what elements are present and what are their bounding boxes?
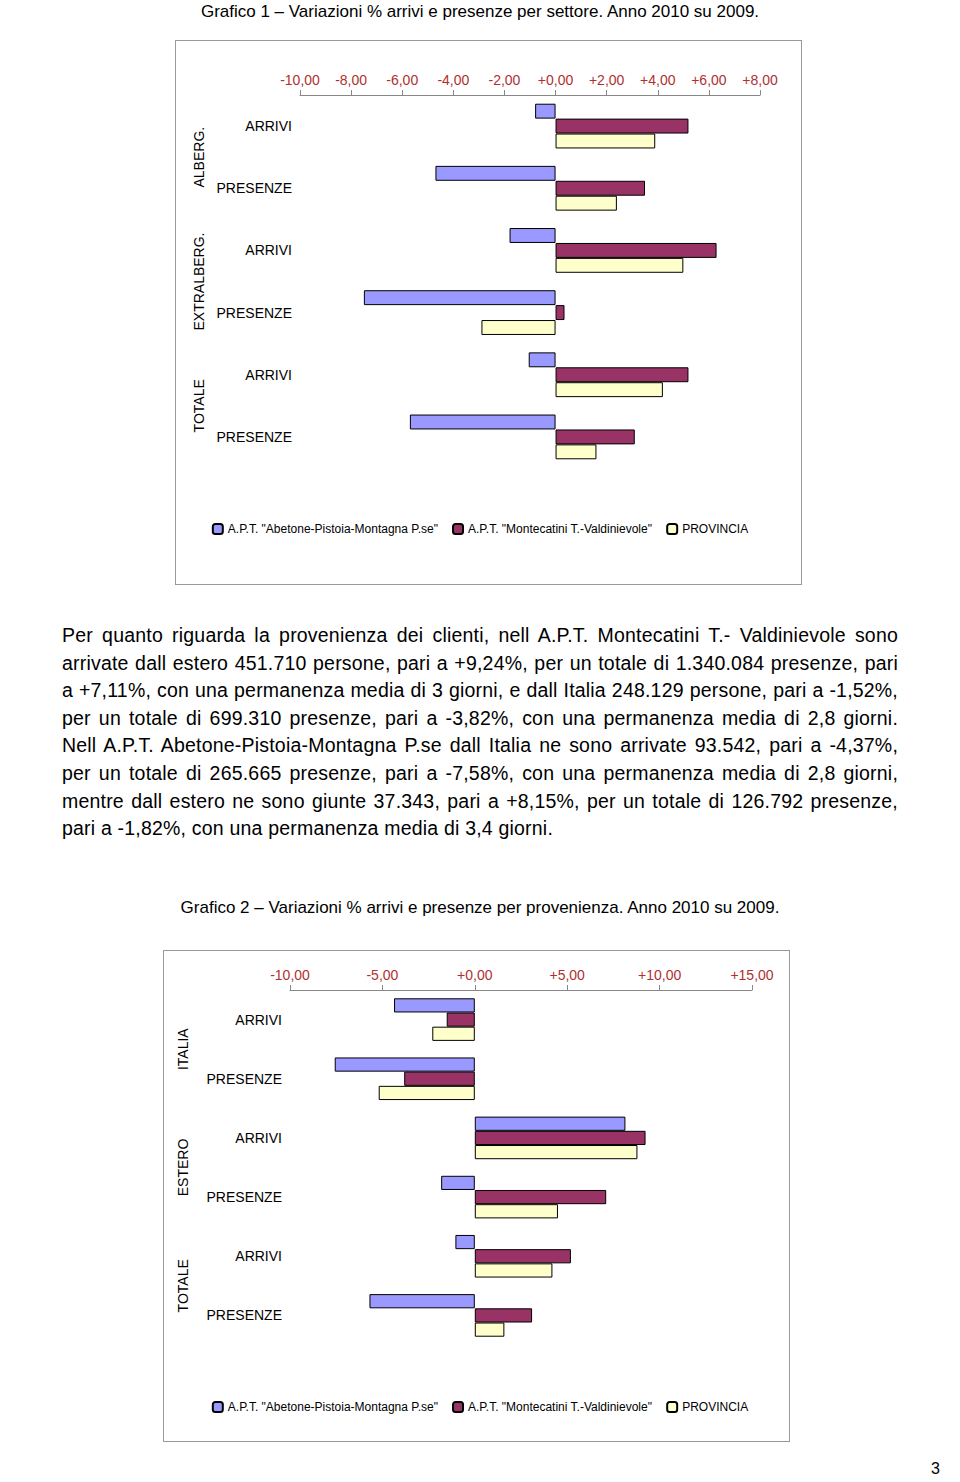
svg-text:ARRIVI: ARRIVI [245,367,292,383]
svg-text:+4,00: +4,00 [640,72,676,88]
svg-text:-10,00: -10,00 [270,967,310,983]
svg-text:ARRIVI: ARRIVI [245,118,292,134]
svg-text:+10,00: +10,00 [638,967,681,983]
svg-text:PRESENZE: PRESENZE [207,1189,282,1205]
svg-text:A.P.T. "Montecatini T.-Valdini: A.P.T. "Montecatini T.-Valdinievole" [468,522,652,536]
html-text:Per quanto riguarda la proveni: Per quanto riguarda la provenienza dei c… [62,624,898,840]
svg-text:+15,00: +15,00 [730,967,773,983]
svg-text:ARRIVI: ARRIVI [245,242,292,258]
svg-text:ALBERG.: ALBERG. [191,127,207,188]
svg-text:PRESENZE: PRESENZE [217,305,292,321]
svg-text:-10,00: -10,00 [280,72,320,88]
svg-text:TOTALE: TOTALE [191,379,207,432]
svg-text:-6,00: -6,00 [386,72,418,88]
svg-text:ARRIVI: ARRIVI [235,1248,282,1264]
svg-text:A.P.T. "Montecatini T.-Valdini: A.P.T. "Montecatini T.-Valdinievole" [468,1400,652,1414]
svg-text:A.P.T. "Abetone-Pistoia-Montag: A.P.T. "Abetone-Pistoia-Montagna P.se" [228,522,438,536]
svg-text:ARRIVI: ARRIVI [235,1012,282,1028]
html-text:3: 3 [931,1460,940,1477]
svg-text:PRESENZE: PRESENZE [217,180,292,196]
svg-text:A.P.T. "Abetone-Pistoia-Montag: A.P.T. "Abetone-Pistoia-Montagna P.se" [228,1400,438,1414]
svg-text:+2,00: +2,00 [589,72,625,88]
svg-text:PROVINCIA: PROVINCIA [682,522,748,536]
svg-text:TOTALE: TOTALE [175,1259,191,1312]
html-text:Grafico 2 – Variazioni % arriv: Grafico 2 – Variazioni % arrivi e presen… [180,898,780,917]
svg-text:ARRIVI: ARRIVI [235,1130,282,1146]
svg-text:ESTERO: ESTERO [175,1139,191,1197]
svg-text:PRESENZE: PRESENZE [217,429,292,445]
html-text:Grafico 1 – Variazioni % arriv: Grafico 1 – Variazioni % arrivi e presen… [200,2,760,21]
svg-text:PRESENZE: PRESENZE [207,1071,282,1087]
svg-text:+6,00: +6,00 [691,72,727,88]
svg-text:ITALIA: ITALIA [175,1028,191,1070]
svg-text:-4,00: -4,00 [437,72,469,88]
svg-text:+5,00: +5,00 [549,967,585,983]
svg-text:PROVINCIA: PROVINCIA [682,1400,748,1414]
svg-text:-2,00: -2,00 [488,72,520,88]
svg-text:+0,00: +0,00 [538,72,574,88]
svg-text:+8,00: +8,00 [742,72,778,88]
svg-text:EXTRALBERG.: EXTRALBERG. [191,232,207,330]
svg-text:+0,00: +0,00 [457,967,493,983]
svg-text:-5,00: -5,00 [366,967,398,983]
svg-text:PRESENZE: PRESENZE [207,1307,282,1323]
svg-text:-8,00: -8,00 [335,72,367,88]
